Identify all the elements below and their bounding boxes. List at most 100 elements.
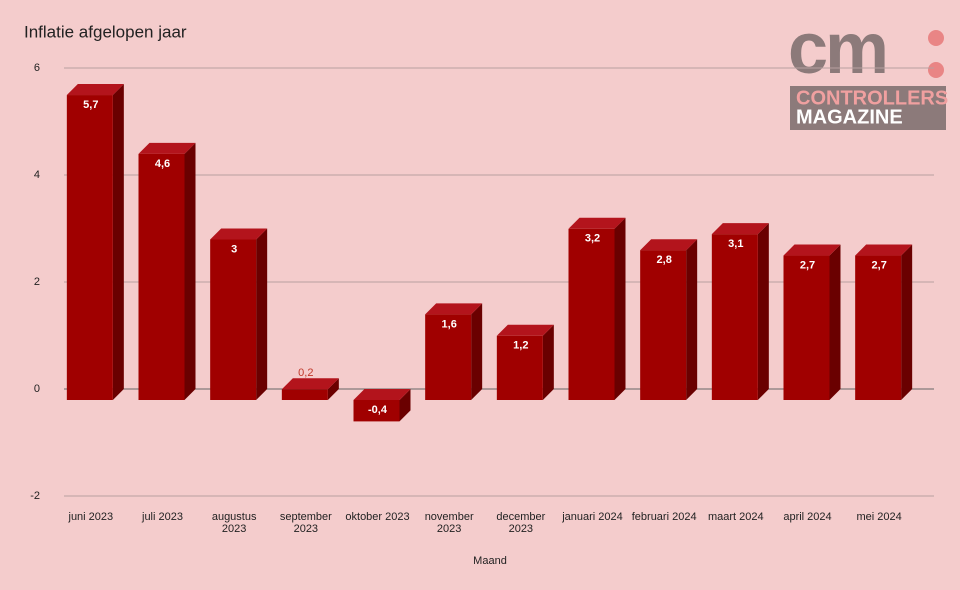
- x-tick-label-box: juni 2023: [68, 511, 114, 523]
- x-tick-label: juli 2023: [142, 511, 183, 523]
- bar-top: [353, 389, 411, 400]
- bar-group: 3,2: [568, 217, 626, 400]
- value-label: 0,2: [298, 367, 313, 379]
- x-tick-label-box: maart 2024: [708, 511, 764, 523]
- bar-group: 2,8: [640, 239, 698, 400]
- x-tick-label: september 2023: [279, 511, 332, 535]
- bar-group: 5,7: [66, 84, 124, 401]
- value-label: 2,8: [657, 254, 672, 266]
- x-tick-label: januari 2024: [562, 511, 623, 523]
- bar: [855, 255, 902, 400]
- x-tick-label-box: januari 2024: [562, 511, 623, 523]
- bar-side: [471, 303, 483, 400]
- logo-dot: [928, 30, 944, 46]
- bar: [66, 95, 113, 401]
- value-label: 2,7: [800, 259, 815, 271]
- x-tick-label-box: augustus 2023: [211, 511, 257, 535]
- bar-group: 2,7: [855, 244, 913, 400]
- value-label: 2,7: [872, 259, 887, 271]
- bar: [353, 400, 400, 422]
- bar-top: [783, 244, 841, 256]
- x-tick-label-box: februari 2024: [631, 511, 697, 523]
- logo-box: [790, 86, 946, 130]
- y-tick-label: -2: [30, 490, 40, 502]
- bar-side: [542, 324, 554, 400]
- x-tick-label-box: december 2023: [496, 511, 546, 535]
- bar-side: [686, 239, 698, 400]
- bar-side: [327, 378, 339, 400]
- bar: [783, 255, 830, 400]
- bar: [711, 234, 758, 400]
- y-tick-label: 2: [34, 276, 40, 288]
- bar-side: [399, 389, 411, 422]
- bar-top: [855, 244, 913, 256]
- x-tick-label: april 2024: [783, 511, 832, 523]
- x-tick-label: juni 2023: [68, 511, 114, 523]
- bar-top: [138, 142, 196, 154]
- chart-title: Inflatie afgelopen jaar: [24, 22, 187, 41]
- value-label: 3,1: [728, 238, 743, 250]
- bar-top: [496, 324, 554, 336]
- bar-group: -0,4: [353, 389, 411, 422]
- x-tick-label-box: juli 2023: [142, 511, 183, 523]
- bar-side: [829, 244, 841, 400]
- bar-top: [425, 303, 483, 315]
- bar: [138, 153, 185, 400]
- bar-group: 3: [210, 228, 268, 400]
- value-label: 1,6: [442, 318, 457, 330]
- x-tick-label: november 2023: [424, 511, 474, 535]
- value-label: -0,4: [368, 404, 388, 416]
- bar-side: [614, 217, 626, 400]
- bar-group: 4,6: [138, 142, 196, 400]
- y-tick-label: 6: [34, 62, 40, 74]
- bar-top: [66, 84, 124, 96]
- bar-top: [640, 239, 698, 251]
- bar-side: [901, 244, 913, 400]
- x-tick-label-box: september 2023: [279, 511, 332, 535]
- logo-mark: cm: [788, 9, 886, 89]
- bar-group: 0,2: [281, 367, 339, 400]
- bar: [496, 335, 543, 400]
- y-tick-label: 0: [34, 383, 40, 395]
- value-label: 4,6: [155, 158, 170, 170]
- bar-group: 3,1: [711, 223, 769, 400]
- bar-top: [568, 217, 626, 229]
- bar-side: [757, 223, 769, 400]
- bar-side: [256, 228, 268, 400]
- bar-top: [711, 223, 769, 235]
- value-label: 3: [231, 243, 237, 255]
- bar-side: [112, 84, 124, 401]
- logo-line: MAGAZINE: [796, 106, 903, 128]
- value-label: 1,2: [513, 340, 528, 352]
- value-label: 5,7: [83, 99, 98, 111]
- x-tick-label: mei 2024: [856, 511, 902, 523]
- y-tick-label: 4: [34, 169, 40, 181]
- logo: cm CONTROLLERS MAGAZINE: [788, 9, 948, 130]
- x-tick-label-box: oktober 2023: [345, 511, 410, 523]
- bar: [281, 389, 328, 400]
- x-tick-label: februari 2024: [631, 511, 697, 523]
- x-axis-label: Maand: [473, 555, 507, 567]
- bar: [640, 250, 687, 400]
- logo-dot: [928, 62, 944, 78]
- bar-group: 2,7: [783, 244, 841, 400]
- x-tick-label-box: mei 2024: [856, 511, 902, 523]
- bar: [425, 314, 472, 400]
- value-label: 3,2: [585, 233, 600, 245]
- x-tick-label: augustus 2023: [211, 511, 257, 535]
- x-tick-label: december 2023: [496, 511, 546, 535]
- bar-top: [210, 228, 268, 240]
- x-tick-label: maart 2024: [708, 511, 764, 523]
- x-tick-label-box: april 2024: [783, 511, 832, 523]
- bar-top: [281, 378, 339, 390]
- bar: [210, 239, 257, 400]
- logo-line: CONTROLLERS: [796, 87, 948, 109]
- x-tick-label-box: november 2023: [424, 511, 474, 535]
- bar-group: 1,6: [425, 303, 483, 400]
- x-tick-label: oktober 2023: [345, 511, 410, 523]
- bar-side: [184, 142, 196, 400]
- bar-group: 1,2: [496, 324, 554, 400]
- bar: [568, 228, 615, 400]
